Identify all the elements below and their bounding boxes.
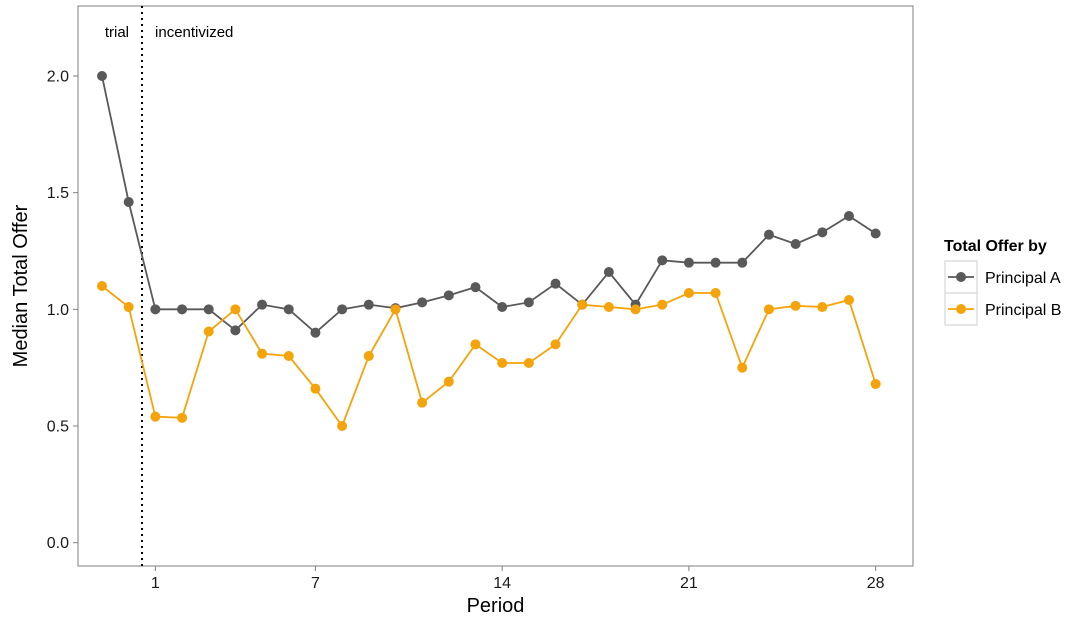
x-axis-title: Period	[467, 595, 525, 617]
principal-b-data-point	[150, 411, 161, 422]
principal-b-data-point	[363, 351, 374, 361]
plot-panel	[77, 5, 914, 567]
y-tick-label: 2.0	[47, 69, 69, 86]
principal-b-data-point	[230, 304, 241, 315]
principal-b-data-point	[763, 304, 774, 315]
principal-a-data-point	[523, 297, 534, 308]
principal-a-data-point	[363, 299, 374, 310]
principal-a-data-point	[257, 299, 268, 310]
principal-a-data-point	[203, 304, 214, 315]
trial-label: trial	[105, 24, 129, 41]
principal-b-data-point	[630, 304, 641, 315]
y-tick-label: 0.0	[47, 535, 69, 552]
incentivized-label: incentivized	[155, 24, 233, 41]
y-axis: 0.0 0.5 1.0 1.5 2.0	[47, 69, 78, 552]
legend-items: Principal A Principal B	[944, 260, 1061, 326]
y-tick-label: 1.0	[47, 302, 69, 319]
principal-b-data-point	[337, 421, 348, 431]
y-axis-title: Median Total Offer	[10, 204, 32, 367]
principal-b-data-point	[843, 295, 854, 305]
principal-b-data-point	[470, 339, 481, 350]
principal-b-data-point	[870, 379, 881, 389]
principal-a-data-point	[470, 282, 481, 293]
principal-a-data-point	[870, 228, 881, 239]
principal-b-data-point	[683, 288, 694, 298]
principal-a-data-point	[443, 290, 454, 301]
principal-b-data-point	[417, 397, 428, 408]
principal-b-data-point	[310, 383, 321, 394]
principal-b-data-point	[443, 376, 454, 387]
principal-b-data-point	[283, 351, 294, 361]
series-layer	[97, 71, 881, 431]
y-tick-label: 1.5	[47, 185, 69, 202]
legend-item-principal-b: Principal B	[944, 292, 1061, 326]
principal-b-data-point	[390, 304, 401, 315]
principal-b-data-point	[123, 302, 134, 312]
legend-key-marker	[956, 304, 966, 314]
principal-a-data-point	[550, 278, 561, 289]
principal-b-data-point	[257, 348, 268, 359]
principal-b-data-point	[177, 412, 188, 423]
principal-b-data-point	[817, 302, 828, 312]
principal-a-data-point	[230, 325, 241, 336]
x-tick-label: 14	[493, 575, 511, 592]
principal-a-data-point	[283, 304, 294, 315]
principal-a-data-point	[97, 71, 108, 81]
x-tick-label: 21	[680, 575, 698, 592]
principal-a-data-point	[683, 257, 694, 268]
legend-key-marker	[956, 272, 966, 282]
principal-b-data-point	[657, 299, 668, 310]
principal-b-data-point	[203, 326, 214, 337]
principal-a-data-point	[417, 297, 428, 308]
principal-a-data-point	[790, 239, 801, 249]
legend-label: Principal A	[985, 270, 1061, 287]
principal-b-data-point	[710, 288, 721, 298]
legend: Total Offer by Principal A Principal B	[944, 238, 1061, 326]
principal-b-data-point	[523, 358, 534, 368]
principal-b-data-point	[603, 302, 614, 312]
principal-a-data-point	[177, 304, 188, 315]
principal-a-data-point	[603, 267, 614, 277]
principal-a-data-point	[497, 302, 508, 312]
y-tick-label: 0.5	[47, 419, 69, 436]
legend-item-principal-a: Principal A	[944, 260, 1061, 294]
x-tick-label: 28	[867, 575, 885, 592]
principal-a-data-point	[737, 257, 748, 268]
principal-a-data-point	[310, 327, 321, 338]
x-tick-label: 1	[151, 575, 160, 592]
principal-a-data-point	[817, 227, 828, 238]
principal-a-data-point	[150, 304, 161, 315]
principal-a-data-point	[123, 197, 134, 207]
principal-a-data-point	[843, 211, 854, 221]
principal-b-series-line	[101, 285, 877, 428]
principal-a-series-line	[101, 75, 877, 334]
x-axis: 1 7 14 21 28	[151, 566, 885, 592]
legend-label: Principal B	[985, 302, 1061, 319]
principal-b-data-point	[790, 300, 801, 311]
principal-a-data-point	[657, 255, 668, 266]
principal-b-data-point	[97, 281, 108, 291]
principal-a-data-point	[710, 257, 721, 268]
principal-b-data-point	[497, 358, 508, 368]
principal-b-data-point	[550, 339, 561, 350]
principal-b-data-point	[577, 299, 588, 310]
principal-a-data-point	[763, 229, 774, 240]
principal-a-data-point	[337, 304, 348, 315]
principal-b-data-point	[737, 362, 748, 373]
legend-title: Total Offer by	[944, 238, 1047, 255]
x-tick-label: 7	[311, 575, 320, 592]
